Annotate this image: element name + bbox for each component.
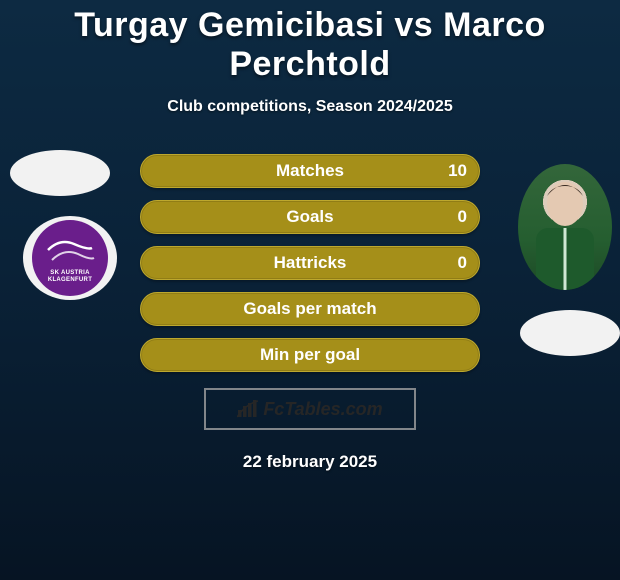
page-title: Turgay Gemicibasi vs Marco Perchtold xyxy=(0,0,620,84)
stat-row-goals-per-match: Goals per match xyxy=(140,292,480,326)
stat-row-hattricks: Hattricks 0 xyxy=(140,246,480,280)
brand-text: FcTables.com xyxy=(263,399,382,420)
stat-right-value: 0 xyxy=(458,247,467,281)
stat-label: Goals per match xyxy=(243,299,376,319)
stat-right-value: 10 xyxy=(448,155,467,189)
stat-row-min-per-goal: Min per goal xyxy=(140,338,480,372)
stat-label: Goals xyxy=(286,207,333,227)
stat-label: Min per goal xyxy=(260,345,360,365)
stat-label: Matches xyxy=(276,161,344,181)
player-right-club-logo xyxy=(520,310,620,356)
svg-text:KLAGENFURT: KLAGENFURT xyxy=(48,277,92,283)
bar-chart-icon xyxy=(237,400,259,418)
stat-label: Hattricks xyxy=(274,253,347,273)
subtitle: Club competitions, Season 2024/2025 xyxy=(0,98,620,116)
comparison-stage: SK AUSTRIA KLAGENFURT Matches 10 Goals 0… xyxy=(0,138,620,498)
date-label: 22 february 2025 xyxy=(0,452,620,472)
player-left-photo xyxy=(10,150,110,196)
svg-text:SK AUSTRIA: SK AUSTRIA xyxy=(50,270,90,276)
stat-row-goals: Goals 0 xyxy=(140,200,480,234)
stat-right-value: 0 xyxy=(458,201,467,235)
stat-row-matches: Matches 10 xyxy=(140,154,480,188)
brand-box: FcTables.com xyxy=(204,388,416,430)
player-right-photo xyxy=(518,164,612,290)
player-left-club-logo: SK AUSTRIA KLAGENFURT xyxy=(23,216,117,300)
club-badge-icon: SK AUSTRIA KLAGENFURT xyxy=(42,230,98,286)
